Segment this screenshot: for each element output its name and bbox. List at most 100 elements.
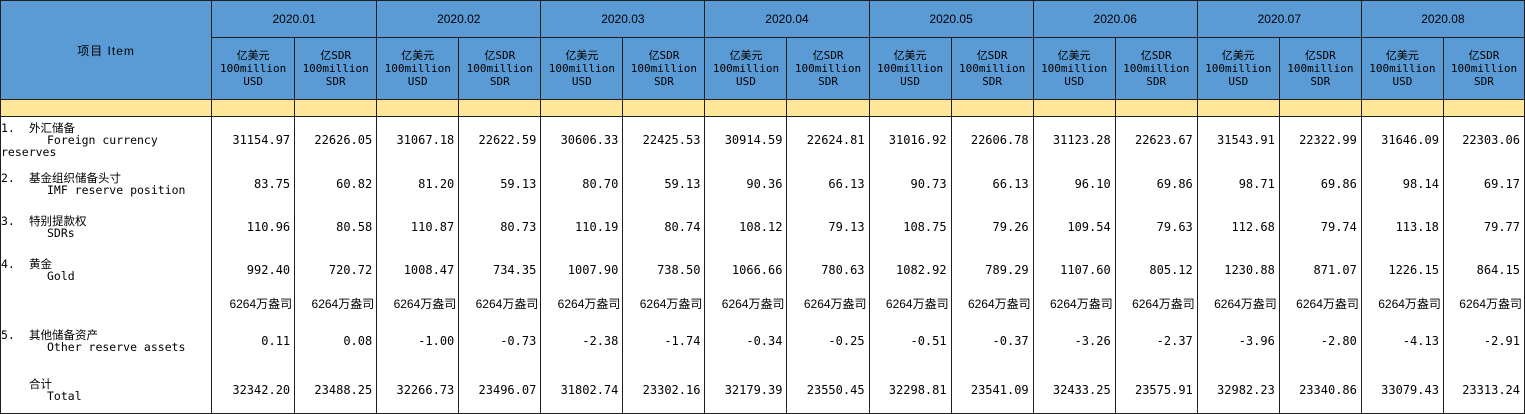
- value-cell[interactable]: 31802.74: [540, 367, 624, 414]
- value-cell[interactable]: 23313.24: [1442, 367, 1525, 414]
- unit-header-sdr[interactable]: 亿SDR 100million SDR: [1442, 37, 1525, 100]
- value-cell[interactable]: 79.74: [1278, 205, 1362, 249]
- value-cell[interactable]: 79.13: [786, 205, 870, 249]
- value-cell[interactable]: 32433.25: [1032, 367, 1116, 414]
- gold-ounces-cell[interactable]: 6264万盎司: [786, 291, 870, 315]
- value-cell[interactable]: 23550.45: [786, 367, 870, 414]
- row-label[interactable]: [0, 291, 213, 315]
- value-cell[interactable]: 59.13: [622, 162, 706, 205]
- value-cell[interactable]: 22606.78: [950, 116, 1034, 162]
- value-cell[interactable]: 108.75: [868, 205, 952, 249]
- unit-header-sdr[interactable]: 亿SDR 100million SDR: [458, 37, 542, 100]
- value-cell[interactable]: -2.80: [1278, 315, 1362, 367]
- value-cell[interactable]: -0.37: [950, 315, 1034, 367]
- value-cell[interactable]: 69.17: [1442, 162, 1525, 205]
- value-cell[interactable]: 90.36: [704, 162, 788, 205]
- value-cell[interactable]: 780.63: [786, 249, 870, 291]
- value-cell[interactable]: 32298.81: [868, 367, 952, 414]
- value-cell[interactable]: 871.07: [1278, 249, 1362, 291]
- value-cell[interactable]: 23340.86: [1278, 367, 1362, 414]
- value-cell[interactable]: 1066.66: [704, 249, 788, 291]
- gold-ounces-cell[interactable]: 6264万盎司: [622, 291, 706, 315]
- gold-ounces-cell[interactable]: 6264万盎司: [294, 291, 378, 315]
- value-cell[interactable]: -0.25: [786, 315, 870, 367]
- gold-ounces-cell[interactable]: 6264万盎司: [211, 291, 296, 315]
- value-cell[interactable]: 23496.07: [458, 367, 542, 414]
- unit-header-usd[interactable]: 亿美元 100million USD: [1196, 37, 1280, 100]
- value-cell[interactable]: -2.37: [1114, 315, 1198, 367]
- value-cell[interactable]: 80.74: [622, 205, 706, 249]
- unit-header-usd[interactable]: 亿美元 100million USD: [376, 37, 460, 100]
- value-cell[interactable]: 1107.60: [1032, 249, 1116, 291]
- value-cell[interactable]: 32982.23: [1196, 367, 1280, 414]
- period-header[interactable]: 2020.07: [1196, 0, 1362, 38]
- value-cell[interactable]: 31016.92: [868, 116, 952, 162]
- gold-ounces-cell[interactable]: 6264万盎司: [1360, 291, 1444, 315]
- item-column-header[interactable]: 项目 Item: [0, 0, 213, 100]
- value-cell[interactable]: 1226.15: [1360, 249, 1444, 291]
- value-cell[interactable]: 1230.88: [1196, 249, 1280, 291]
- value-cell[interactable]: 805.12: [1114, 249, 1198, 291]
- unit-header-sdr[interactable]: 亿SDR 100million SDR: [1278, 37, 1362, 100]
- value-cell[interactable]: 32342.20: [211, 367, 296, 414]
- gold-ounces-cell[interactable]: 6264万盎司: [376, 291, 460, 315]
- value-cell[interactable]: 31543.91: [1196, 116, 1280, 162]
- unit-header-sdr[interactable]: 亿SDR 100million SDR: [950, 37, 1034, 100]
- value-cell[interactable]: 31154.97: [211, 116, 296, 162]
- value-cell[interactable]: 738.50: [622, 249, 706, 291]
- value-cell[interactable]: 734.35: [458, 249, 542, 291]
- value-cell[interactable]: 23302.16: [622, 367, 706, 414]
- period-header[interactable]: 2020.06: [1032, 0, 1198, 38]
- period-header[interactable]: 2020.01: [211, 0, 378, 38]
- unit-header-usd[interactable]: 亿美元 100million USD: [1360, 37, 1444, 100]
- gold-ounces-cell[interactable]: 6264万盎司: [1032, 291, 1116, 315]
- value-cell[interactable]: 30606.33: [540, 116, 624, 162]
- gold-ounces-cell[interactable]: 6264万盎司: [1114, 291, 1198, 315]
- value-cell[interactable]: 60.82: [294, 162, 378, 205]
- value-cell[interactable]: 789.29: [950, 249, 1034, 291]
- value-cell[interactable]: 79.63: [1114, 205, 1198, 249]
- value-cell[interactable]: 1007.90: [540, 249, 624, 291]
- gold-ounces-cell[interactable]: 6264万盎司: [1442, 291, 1525, 315]
- value-cell[interactable]: 32179.39: [704, 367, 788, 414]
- value-cell[interactable]: 31123.28: [1032, 116, 1116, 162]
- value-cell[interactable]: 90.73: [868, 162, 952, 205]
- row-label[interactable]: 5. 其他储备资产 Other reserve assets: [0, 315, 213, 367]
- row-label[interactable]: 4. 黄金 Gold: [0, 249, 213, 291]
- row-label[interactable]: 1. 外汇储备 Foreign currency reserves: [0, 116, 213, 162]
- row-label[interactable]: 3. 特别提款权 SDRs: [0, 205, 213, 249]
- value-cell[interactable]: 22303.06: [1442, 116, 1525, 162]
- value-cell[interactable]: 69.86: [1114, 162, 1198, 205]
- value-cell[interactable]: 0.11: [211, 315, 296, 367]
- value-cell[interactable]: 66.13: [950, 162, 1034, 205]
- value-cell[interactable]: 864.15: [1442, 249, 1525, 291]
- value-cell[interactable]: 96.10: [1032, 162, 1116, 205]
- value-cell[interactable]: -2.38: [540, 315, 624, 367]
- row-label[interactable]: 合计 Total: [0, 367, 213, 414]
- value-cell[interactable]: -0.73: [458, 315, 542, 367]
- value-cell[interactable]: 59.13: [458, 162, 542, 205]
- value-cell[interactable]: 98.71: [1196, 162, 1280, 205]
- unit-header-sdr[interactable]: 亿SDR 100million SDR: [294, 37, 378, 100]
- unit-header-usd[interactable]: 亿美元 100million USD: [1032, 37, 1116, 100]
- period-header[interactable]: 2020.05: [868, 0, 1034, 38]
- value-cell[interactable]: 22322.99: [1278, 116, 1362, 162]
- value-cell[interactable]: 79.26: [950, 205, 1034, 249]
- value-cell[interactable]: 33079.43: [1360, 367, 1444, 414]
- value-cell[interactable]: -4.13: [1360, 315, 1444, 367]
- value-cell[interactable]: 30914.59: [704, 116, 788, 162]
- gold-ounces-cell[interactable]: 6264万盎司: [540, 291, 624, 315]
- value-cell[interactable]: 79.77: [1442, 205, 1525, 249]
- value-cell[interactable]: -1.00: [376, 315, 460, 367]
- value-cell[interactable]: 0.08: [294, 315, 378, 367]
- value-cell[interactable]: -0.34: [704, 315, 788, 367]
- row-label[interactable]: 2. 基金组织储备头寸 IMF reserve position: [0, 162, 213, 205]
- gold-ounces-cell[interactable]: 6264万盎司: [950, 291, 1034, 315]
- value-cell[interactable]: 80.73: [458, 205, 542, 249]
- value-cell[interactable]: 80.58: [294, 205, 378, 249]
- value-cell[interactable]: 98.14: [1360, 162, 1444, 205]
- unit-header-usd[interactable]: 亿美元 100million USD: [704, 37, 788, 100]
- value-cell[interactable]: -3.26: [1032, 315, 1116, 367]
- gold-ounces-cell[interactable]: 6264万盎司: [868, 291, 952, 315]
- value-cell[interactable]: 23541.09: [950, 367, 1034, 414]
